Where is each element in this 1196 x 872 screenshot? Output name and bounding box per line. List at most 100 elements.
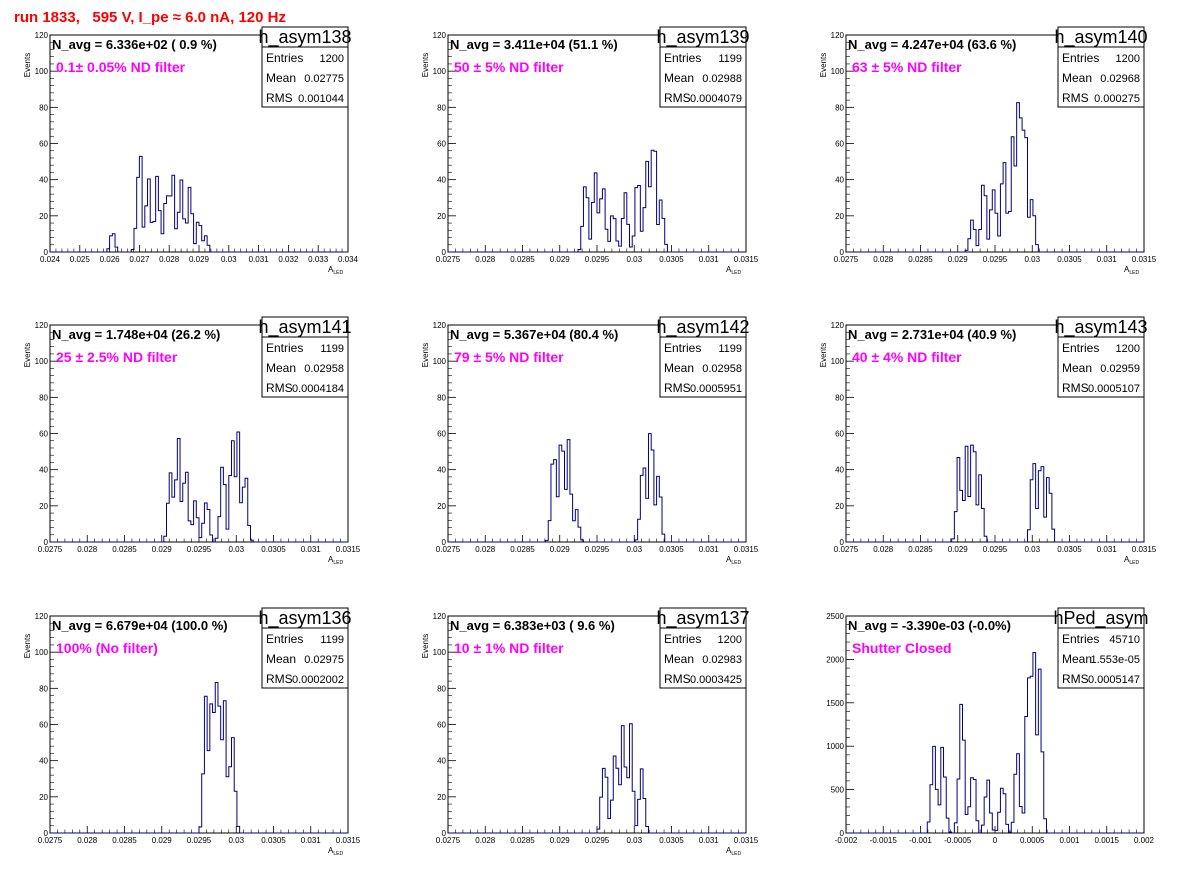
y-tick-label: 60	[39, 430, 48, 439]
stats-key: Mean	[266, 361, 296, 375]
y-tick-label: 0	[442, 248, 447, 257]
x-tick-label: 0.0015	[1095, 836, 1120, 845]
histogram-curve	[448, 723, 746, 834]
stats-key: Mean	[664, 652, 694, 666]
y-tick-label: 0	[840, 829, 845, 838]
x-tick-label: 0.001	[1059, 836, 1080, 845]
stats-key: Mean	[1062, 652, 1092, 666]
y-tick-label: 120	[35, 321, 49, 330]
y-tick-label: 20	[39, 793, 48, 802]
y-tick-label: 1000	[826, 742, 844, 751]
histogram-name: h_asym142	[656, 317, 749, 338]
x-tick-label: 0.034	[338, 255, 359, 264]
x-tick-label: 0.031	[699, 545, 720, 554]
filter-annotation: 40 ± 4% ND filter	[852, 349, 962, 365]
x-tick-label: 0.0315	[1132, 255, 1157, 264]
y-axis-title: Events	[819, 343, 828, 367]
x-tick-label: 0.028	[475, 255, 496, 264]
histogram-name: h_asym136	[258, 608, 351, 629]
y-tick-label: 80	[437, 393, 446, 402]
x-tick-label: 0.024	[40, 255, 61, 264]
x-tick-label: 0.031	[699, 836, 720, 845]
stats-value: 1200	[718, 634, 742, 646]
x-tick-label: 0.0275	[834, 255, 859, 264]
x-tick-label: -0.0015	[870, 836, 898, 845]
histogram-name: h_asym143	[1054, 317, 1147, 338]
y-tick-label: 0	[840, 538, 845, 547]
stats-value: 0.0005147	[1088, 674, 1140, 686]
x-tick-label: 0.03	[228, 545, 244, 554]
filter-annotation: Shutter Closed	[852, 640, 952, 656]
x-axis-title: ALED	[328, 265, 343, 276]
navg-label: N_avg = 6.336e+02 ( 0.9 %)	[52, 37, 217, 52]
x-tick-label: 0.03	[626, 545, 642, 554]
stats-key: Mean	[664, 71, 694, 85]
x-tick-label: 0.028	[873, 545, 894, 554]
x-tick-label: 0.025	[70, 255, 91, 264]
filter-annotation: 0.1± 0.05% ND filter	[56, 59, 186, 75]
x-tick-label: 0.03	[221, 255, 237, 264]
stats-box	[1057, 26, 1145, 108]
y-axis-title: Events	[421, 53, 430, 77]
x-tick-label: 0.028	[159, 255, 180, 264]
y-tick-label: 2500	[826, 612, 844, 621]
stats-box	[659, 316, 747, 398]
x-tick-label: 0.0315	[734, 545, 759, 554]
stats-key: Entries	[1062, 341, 1099, 355]
x-tick-label: 0.028	[77, 545, 98, 554]
y-tick-label: 80	[39, 393, 48, 402]
y-tick-label: 20	[39, 502, 48, 511]
x-tick-label: 0.0305	[659, 545, 684, 554]
stats-value: 0.02988	[702, 73, 742, 85]
y-axis-title: Events	[819, 53, 828, 77]
y-tick-label: 40	[835, 176, 844, 185]
stats-value: 0.02958	[304, 363, 344, 375]
x-tick-label: 0.029	[948, 545, 969, 554]
x-tick-label: 0.028	[475, 836, 496, 845]
stats-key: RMS	[1062, 381, 1089, 395]
y-tick-label: 100	[35, 67, 49, 76]
stats-key: Entries	[266, 51, 303, 65]
stats-value: 0.02959	[1100, 363, 1140, 375]
stats-value: 1199	[718, 343, 742, 355]
y-tick-label: 0	[44, 248, 49, 257]
stats-key: RMS	[1062, 672, 1089, 686]
x-tick-label: 0.0315	[1132, 545, 1157, 554]
y-tick-label: 120	[433, 321, 447, 330]
x-tick-label: 0.0275	[436, 255, 461, 264]
histogram-curve	[50, 681, 348, 834]
y-tick-label: 40	[39, 757, 48, 766]
stats-key: Entries	[266, 632, 303, 646]
y-tick-label: 40	[835, 466, 844, 475]
histogram-panel-h_asym139: 0 20 40 60 80 100 120 0.0275 0.028 0.0285 0.029 0.0…	[421, 26, 759, 276]
x-tick-label: 0.0285	[112, 545, 137, 554]
x-tick-label: -0.0005	[944, 836, 972, 845]
y-tick-label: 60	[437, 430, 446, 439]
histogram-curve	[448, 149, 746, 253]
navg-label: N_avg = 1.748e+04 (26.2 %)	[52, 327, 220, 342]
histogram-curve	[448, 433, 746, 543]
stats-value: 0.0004079	[690, 93, 742, 105]
x-tick-label: 0.027	[129, 255, 150, 264]
x-tick-label: 0.002	[1134, 836, 1155, 845]
stats-value: 1199	[718, 53, 742, 65]
histogram-panel-h_asym138: 0 20 40 60 80 100 120 0.024 0.025 0.026 0.027 0.028…	[23, 26, 359, 276]
histogram-panel-hPed_asym: 0 500 1000 1500 2000 2500 -0.002 -0.0015 -0.001 -…	[826, 607, 1155, 845]
stats-value: 0.02775	[304, 73, 344, 85]
y-tick-label: 120	[433, 612, 447, 621]
x-tick-label: 0.0295	[585, 836, 610, 845]
x-tick-label: 0.0295	[585, 545, 610, 554]
y-tick-label: 80	[835, 103, 844, 112]
navg-label: N_avg = 5.367e+04 (80.4 %)	[450, 327, 618, 342]
stats-key: Mean	[1062, 71, 1092, 85]
stats-key: RMS	[1062, 91, 1089, 105]
stats-key: Mean	[266, 71, 296, 85]
y-tick-label: 2000	[826, 655, 844, 664]
x-tick-label: 0.03	[1024, 545, 1040, 554]
stats-value: 0.0004184	[292, 383, 344, 395]
histogram-name: h_asym141	[258, 317, 351, 338]
y-tick-label: 20	[437, 502, 446, 511]
x-tick-label: 0.0315	[734, 836, 759, 845]
stats-key: Entries	[1062, 51, 1099, 65]
run-title: run 1833, 595 V, I_pe ≈ 6.0 nA, 120 Hz	[14, 9, 286, 26]
